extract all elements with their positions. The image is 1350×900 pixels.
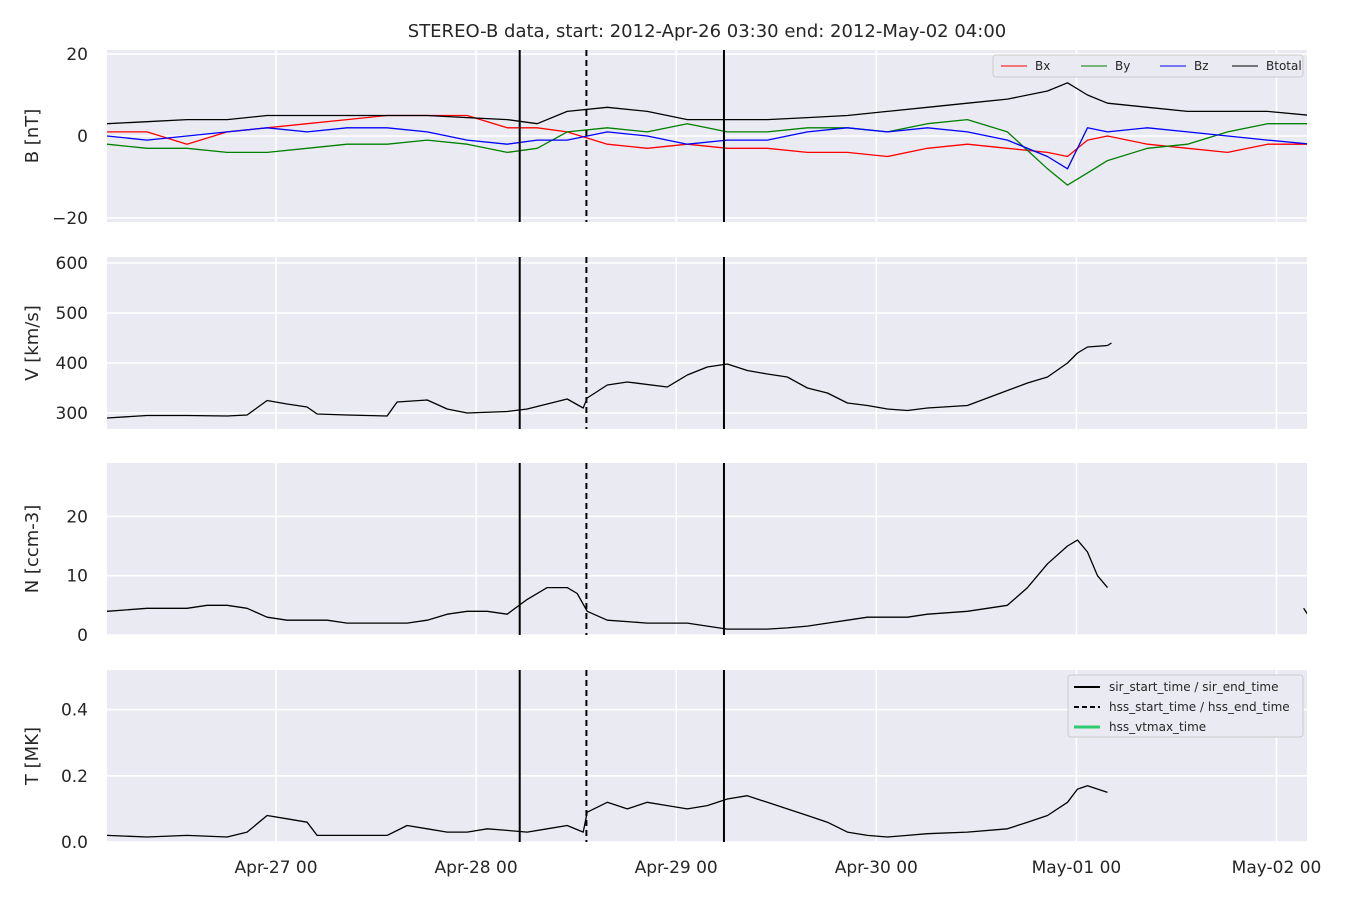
- b-legend: Bx By Bz Btotal: [992, 54, 1304, 78]
- y-tick-label: 0: [77, 127, 88, 147]
- y-tick-label: −20: [52, 209, 88, 229]
- x-tick-label: May-02 00: [1232, 858, 1322, 878]
- series-line-value: [107, 344, 1108, 419]
- x-tick-label: Apr-27 00: [234, 858, 317, 878]
- panel-1: −20 0 20 B [nT] Bx By Bz Btotal: [22, 45, 1307, 229]
- y-tick-label: 0.2: [61, 767, 88, 787]
- y-tick-label: 0.0: [61, 833, 88, 853]
- series-group: [107, 539, 1307, 630]
- y-axis-label: V [km/s]: [22, 305, 43, 380]
- y-tick-label: 0: [77, 626, 88, 646]
- panel-background: [107, 257, 1307, 429]
- panel-4: 0.0 0.2 0.4 T [MK] sir_start_time / sir_end_…: [22, 670, 1348, 853]
- panel-background: [107, 463, 1307, 635]
- series-line-by: [107, 118, 1307, 186]
- series-line-value: [1107, 342, 1112, 347]
- y-tick-label: 400: [56, 354, 88, 374]
- series-line-value: [107, 785, 1108, 838]
- x-tick-label: May-01 00: [1032, 858, 1122, 878]
- legend-label: sir_start_time / sir_end_time: [1109, 680, 1279, 694]
- series-line-bx: [107, 114, 1307, 158]
- y-tick-label: 20: [66, 507, 88, 527]
- legend-label: Btotal: [1266, 59, 1302, 73]
- y-tick-label: 20: [66, 45, 88, 65]
- y-axis-label: N [ccm-3]: [22, 505, 43, 594]
- x-tick-label: Apr-30 00: [835, 858, 918, 878]
- y-tick-label: 500: [56, 304, 88, 324]
- x-tick-label: Apr-29 00: [635, 858, 718, 878]
- y-tick-label: 300: [56, 404, 88, 424]
- panels: −20 0 20 B [nT] Bx By Bz Btotal 300 400 500 600 V [k…: [22, 45, 1348, 878]
- x-tick-label: Apr-28 00: [435, 858, 518, 878]
- series-line-bz: [107, 127, 1307, 170]
- series-line-value: [1303, 607, 1307, 615]
- y-tick-label: 0.4: [61, 701, 88, 721]
- series-line-btotal: [107, 82, 1307, 125]
- series-group: [107, 316, 1348, 419]
- event-legend: sir_start_time / sir_end_time hss_start_t…: [1067, 674, 1304, 738]
- y-tick-label: 10: [66, 567, 88, 587]
- legend-box: [1067, 674, 1304, 738]
- series-group: [107, 785, 1348, 838]
- series-line-value: [1308, 792, 1348, 799]
- legend-label: hss_start_time / hss_end_time: [1109, 700, 1290, 714]
- chart-title: STEREO-B data, start: 2012-Apr-26 03:30 …: [408, 21, 1006, 42]
- y-axis-label: T [MK]: [22, 727, 43, 786]
- series-group: [107, 82, 1307, 186]
- legend-label: Bx: [1035, 59, 1050, 73]
- panel-2: 300 400 500 600 V [km/s]: [22, 254, 1348, 429]
- series-line-value: [1308, 316, 1348, 334]
- panel-3: 0 10 20 N [ccm-3]: [22, 463, 1307, 646]
- legend-label: By: [1115, 59, 1130, 73]
- legend-label: hss_vtmax_time: [1109, 720, 1206, 734]
- legend-box: [992, 54, 1304, 78]
- series-line-value: [107, 539, 1108, 630]
- y-axis-label: B [nT]: [22, 109, 43, 164]
- legend-label: Bz: [1194, 59, 1209, 73]
- y-tick-label: 600: [56, 254, 88, 274]
